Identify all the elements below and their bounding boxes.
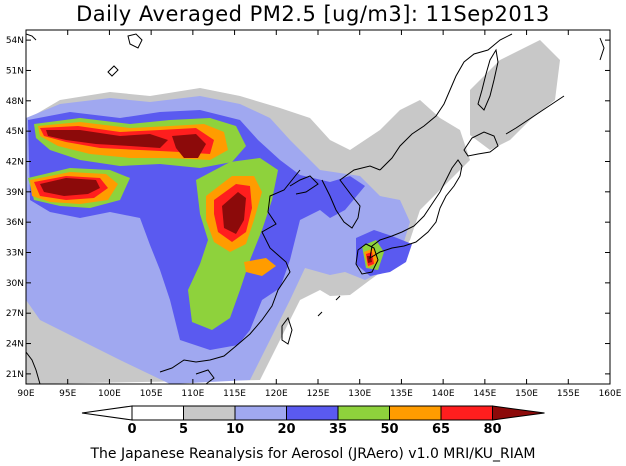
- pm25-level-80-d: [222, 192, 246, 234]
- colorbar-swatch: [440, 405, 493, 421]
- coastline-bohai: [289, 175, 319, 195]
- pm25-field: [26, 33, 605, 384]
- coastline-russia: [379, 33, 513, 171]
- pm25-level-5-b: [470, 40, 560, 150]
- figure-footer: The Japanese Reanalysis for Aerosol (JRA…: [90, 446, 536, 462]
- coastline-north-lake: [127, 33, 143, 49]
- coastline-lake-baikal-area: [107, 65, 119, 77]
- lat-tick-label: 27N: [6, 309, 24, 319]
- coastline-taiwan: [281, 316, 293, 345]
- lat-tick-label: 42N: [6, 157, 24, 167]
- lon-tick-label: 120E: [265, 389, 288, 399]
- colorbar-label: 65: [432, 422, 450, 437]
- coastlines: [26, 33, 605, 384]
- coastline-ryukyu: [317, 295, 341, 317]
- latitude-ticks: 21N 24N 27N 30N 33N 36N 39N 42N 45N 48N 51N 54N: [6, 36, 610, 380]
- lon-tick-label: 105E: [140, 389, 163, 399]
- colorbar-label: 0: [127, 422, 136, 437]
- lon-tick-label: 140E: [432, 389, 455, 399]
- coastline-hainan: [195, 369, 215, 384]
- colorbar-swatch: [286, 405, 339, 421]
- figure-title: Daily Averaged PM2.5 [ug/m3]: 11Sep2013: [76, 2, 550, 26]
- colorbar-label: 10: [226, 422, 244, 437]
- coastline-east-sea-island: [599, 37, 605, 61]
- coastline-hokkaido: [463, 131, 499, 157]
- lat-tick-label: 21N: [6, 370, 24, 380]
- lon-tick-label: 150E: [515, 389, 538, 399]
- pm25-level-50-d: [244, 258, 276, 276]
- coastline-kuril: [505, 95, 565, 135]
- coastline-japan-kyushu: [355, 243, 379, 275]
- lat-tick-label: 33N: [6, 249, 24, 259]
- pm25-level-80-b: [172, 134, 206, 158]
- lon-tick-label: 145E: [473, 389, 496, 399]
- colorbar-high-arrow: [492, 405, 545, 421]
- lat-tick-label: 30N: [6, 279, 24, 289]
- lat-tick-label: 45N: [6, 127, 24, 137]
- lat-tick-label: 48N: [6, 97, 24, 107]
- lon-tick-label: 155E: [557, 389, 580, 399]
- colorbar-swatch: [131, 405, 184, 421]
- lon-tick-label: 115E: [223, 389, 246, 399]
- pm25-level-20: [28, 110, 365, 350]
- colorbar-label: 5: [179, 422, 188, 437]
- colorbar-swatch: [389, 405, 442, 421]
- lon-tick-label: 160E: [599, 389, 622, 399]
- lon-tick-label: 95E: [59, 389, 76, 399]
- longitude-ticks: 90E 95E 100E 105E 110E 115E 120E 125E 130E 135E 14…: [17, 30, 622, 399]
- colorbar-label: 35: [329, 422, 347, 437]
- lon-tick-label: 130E: [348, 389, 371, 399]
- pm25-level-80: [46, 130, 168, 148]
- lat-tick-label: 36N: [6, 218, 24, 228]
- colorbar-low-arrow: [81, 405, 133, 421]
- colorbar-label: 80: [483, 422, 501, 437]
- lat-tick-label: 54N: [6, 36, 24, 46]
- coastline-korea: [321, 165, 381, 229]
- lon-tick-label: 135E: [390, 389, 413, 399]
- coastline-west: [26, 33, 37, 41]
- coastline-southwest: [26, 351, 41, 384]
- coastline-japan-honshu: [369, 159, 463, 259]
- coastline-sakhalin: [477, 48, 499, 111]
- colorbar-label: 50: [380, 422, 398, 437]
- coastline-mainland: [159, 169, 301, 373]
- pm25-level-80-c: [40, 178, 100, 196]
- lon-tick-label: 110E: [181, 389, 204, 399]
- lon-tick-label: 100E: [98, 389, 121, 399]
- lat-tick-label: 39N: [6, 188, 24, 198]
- lat-tick-label: 24N: [6, 340, 24, 350]
- lon-tick-label: 90E: [17, 389, 34, 399]
- lon-tick-label: 125E: [307, 389, 330, 399]
- lat-tick-label: 51N: [6, 66, 24, 76]
- colorbar-swatch: [183, 405, 236, 421]
- colorbar-swatch: [234, 405, 287, 421]
- colorbar: 0 5 10 20 35 50 65 80: [81, 405, 545, 437]
- colorbar-label: 20: [277, 422, 295, 437]
- colorbar-swatch: [337, 405, 390, 421]
